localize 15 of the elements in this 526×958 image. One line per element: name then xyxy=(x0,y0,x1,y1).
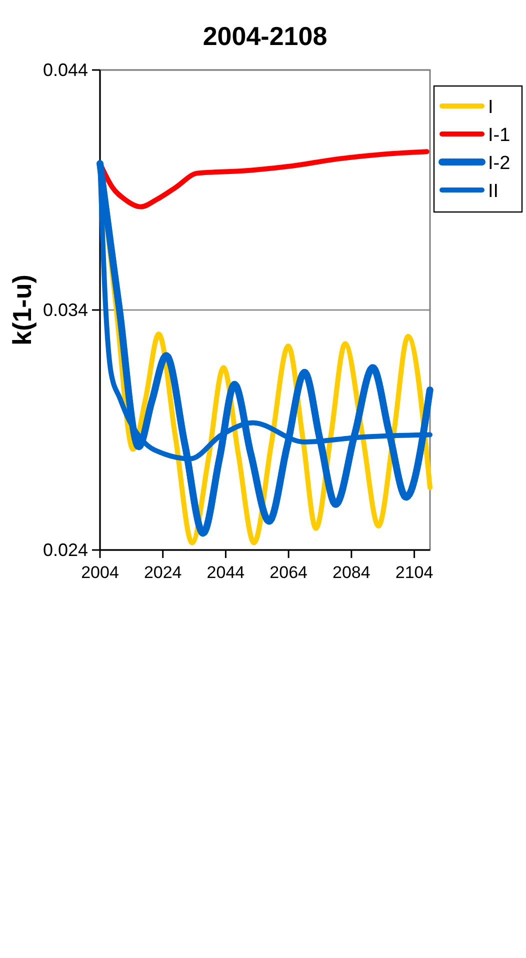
legend-label: I-2 xyxy=(488,153,510,174)
chart-title: 2004-2108 xyxy=(202,21,328,51)
y-tick-label: 0.044 xyxy=(42,60,88,80)
y-tick-label: 0.024 xyxy=(42,540,88,560)
x-tick-label: 2044 xyxy=(206,563,245,582)
legend-label: I-1 xyxy=(488,125,510,146)
x-tick-label: 2084 xyxy=(332,563,370,582)
x-tick-label: 2004 xyxy=(81,563,119,582)
x-tick-label: 2104 xyxy=(395,563,434,582)
legend-label: II xyxy=(488,181,499,202)
x-tick-label: 2064 xyxy=(270,563,308,582)
y-axis-title: k(1-u) xyxy=(7,274,37,346)
y-tick-label: 0.034 xyxy=(42,300,88,320)
legend-label: I xyxy=(488,97,494,118)
x-tick-label: 2024 xyxy=(144,563,182,582)
